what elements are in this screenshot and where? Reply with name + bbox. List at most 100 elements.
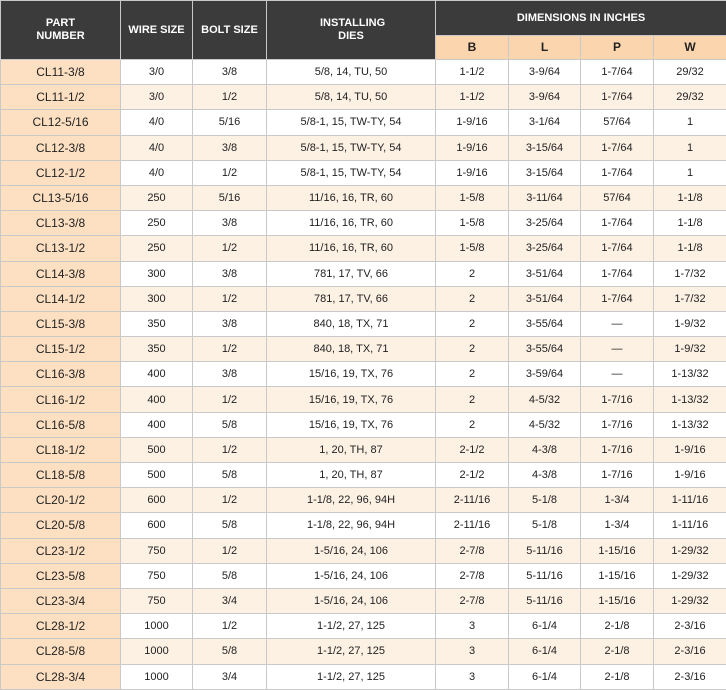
sub-header: B	[436, 35, 509, 59]
table-cell: 4-5/32	[509, 412, 581, 437]
table-cell: 2	[436, 261, 509, 286]
table-cell: 3/0	[121, 85, 193, 110]
table-cell: 2-1/2	[436, 437, 509, 462]
table-cell: 1-7/64	[581, 60, 654, 85]
table-cell: 1-3/4	[581, 513, 654, 538]
table-cell: 3-9/64	[509, 60, 581, 85]
table-cell: 400	[121, 387, 193, 412]
table-cell: 1/2	[193, 286, 267, 311]
table-cell: 1-7/64	[581, 236, 654, 261]
table-cell: 2	[436, 387, 509, 412]
table-cell: 1-5/16, 24, 106	[267, 538, 436, 563]
table-cell: 4/0	[121, 160, 193, 185]
part-number: CL13-1/2	[1, 236, 121, 261]
table-cell: 29/32	[654, 60, 726, 85]
table-cell: 250	[121, 236, 193, 261]
table-cell: 3/8	[193, 60, 267, 85]
table-cell: 3	[436, 664, 509, 689]
part-number: CL28-5/8	[1, 639, 121, 664]
table-cell: 1-1/2, 27, 125	[267, 614, 436, 639]
table-cell: 5/8-1, 15, TW-TY, 54	[267, 110, 436, 135]
table-cell: 300	[121, 261, 193, 286]
header-text: WIRE SIZE	[128, 24, 184, 37]
part-number: CL12-3/8	[1, 135, 121, 160]
table-cell: 3-25/64	[509, 236, 581, 261]
column-header: INSTALLING DIES	[267, 1, 436, 60]
part-number: CL20-5/8	[1, 513, 121, 538]
table-cell: 350	[121, 311, 193, 336]
table-cell: 1-1/2	[436, 85, 509, 110]
table-cell: 3-51/64	[509, 261, 581, 286]
table-cell: 2-7/8	[436, 563, 509, 588]
table-cell: 1-13/32	[654, 412, 726, 437]
table-cell: —	[581, 362, 654, 387]
table-cell: 1, 20, TH, 87	[267, 463, 436, 488]
table-cell: 2-1/8	[581, 614, 654, 639]
table-cell: 1000	[121, 614, 193, 639]
part-number: CL28-1/2	[1, 614, 121, 639]
table-cell: 3/8	[193, 362, 267, 387]
table-cell: 3/8	[193, 261, 267, 286]
table-cell: 1-15/16	[581, 563, 654, 588]
table-cell: 2	[436, 286, 509, 311]
table-cell: 1-7/64	[581, 85, 654, 110]
part-number: CL13-3/8	[1, 211, 121, 236]
table-cell: 500	[121, 437, 193, 462]
table-cell: 5/8	[193, 513, 267, 538]
table-cell: 1-29/32	[654, 563, 726, 588]
table-cell: 1/2	[193, 160, 267, 185]
table-cell: 1000	[121, 639, 193, 664]
sub-header: L	[509, 35, 581, 59]
table-cell: 1-9/16	[654, 437, 726, 462]
table-cell: 750	[121, 588, 193, 613]
table-cell: 1-1/8, 22, 96, 94H	[267, 488, 436, 513]
table-cell: 840, 18, TX, 71	[267, 337, 436, 362]
table-cell: 2	[436, 362, 509, 387]
table-cell: 1-1/2	[436, 60, 509, 85]
column-header: PART NUMBER	[1, 1, 121, 60]
table-cell: 11/16, 16, TR, 60	[267, 211, 436, 236]
table-cell: 2-11/16	[436, 513, 509, 538]
table-cell: 4-3/8	[509, 463, 581, 488]
table-cell: 840, 18, TX, 71	[267, 311, 436, 336]
table-cell: 1-7/64	[581, 261, 654, 286]
table-cell: 3	[436, 639, 509, 664]
table-cell: 5/8-1, 15, TW-TY, 54	[267, 160, 436, 185]
table-cell: 1-1/2, 27, 125	[267, 664, 436, 689]
table-cell: 11/16, 16, TR, 60	[267, 236, 436, 261]
table-cell: 1-7/16	[581, 412, 654, 437]
table-cell: 3-1/64	[509, 110, 581, 135]
table-cell: 5/8-1, 15, TW-TY, 54	[267, 135, 436, 160]
column-header: BOLT SIZE	[193, 1, 267, 60]
part-number: CL23-1/2	[1, 538, 121, 563]
table-cell: 1-1/8	[654, 185, 726, 210]
group-header: DIMENSIONS IN INCHES	[436, 1, 726, 36]
table-cell: 781, 17, TV, 66	[267, 286, 436, 311]
table-cell: 1-7/16	[581, 437, 654, 462]
table-cell: 2	[436, 412, 509, 437]
table-cell: 3-11/64	[509, 185, 581, 210]
table-cell: 4/0	[121, 110, 193, 135]
sub-header: P	[581, 35, 654, 59]
table-cell: 1-5/8	[436, 185, 509, 210]
table-cell: —	[581, 311, 654, 336]
table-cell: 5/8, 14, TU, 50	[267, 85, 436, 110]
table-cell: 2-3/16	[654, 639, 726, 664]
table-cell: 400	[121, 362, 193, 387]
table-cell: 15/16, 19, TX, 76	[267, 387, 436, 412]
table-cell: 1-7/64	[581, 286, 654, 311]
table-cell: 4-3/8	[509, 437, 581, 462]
